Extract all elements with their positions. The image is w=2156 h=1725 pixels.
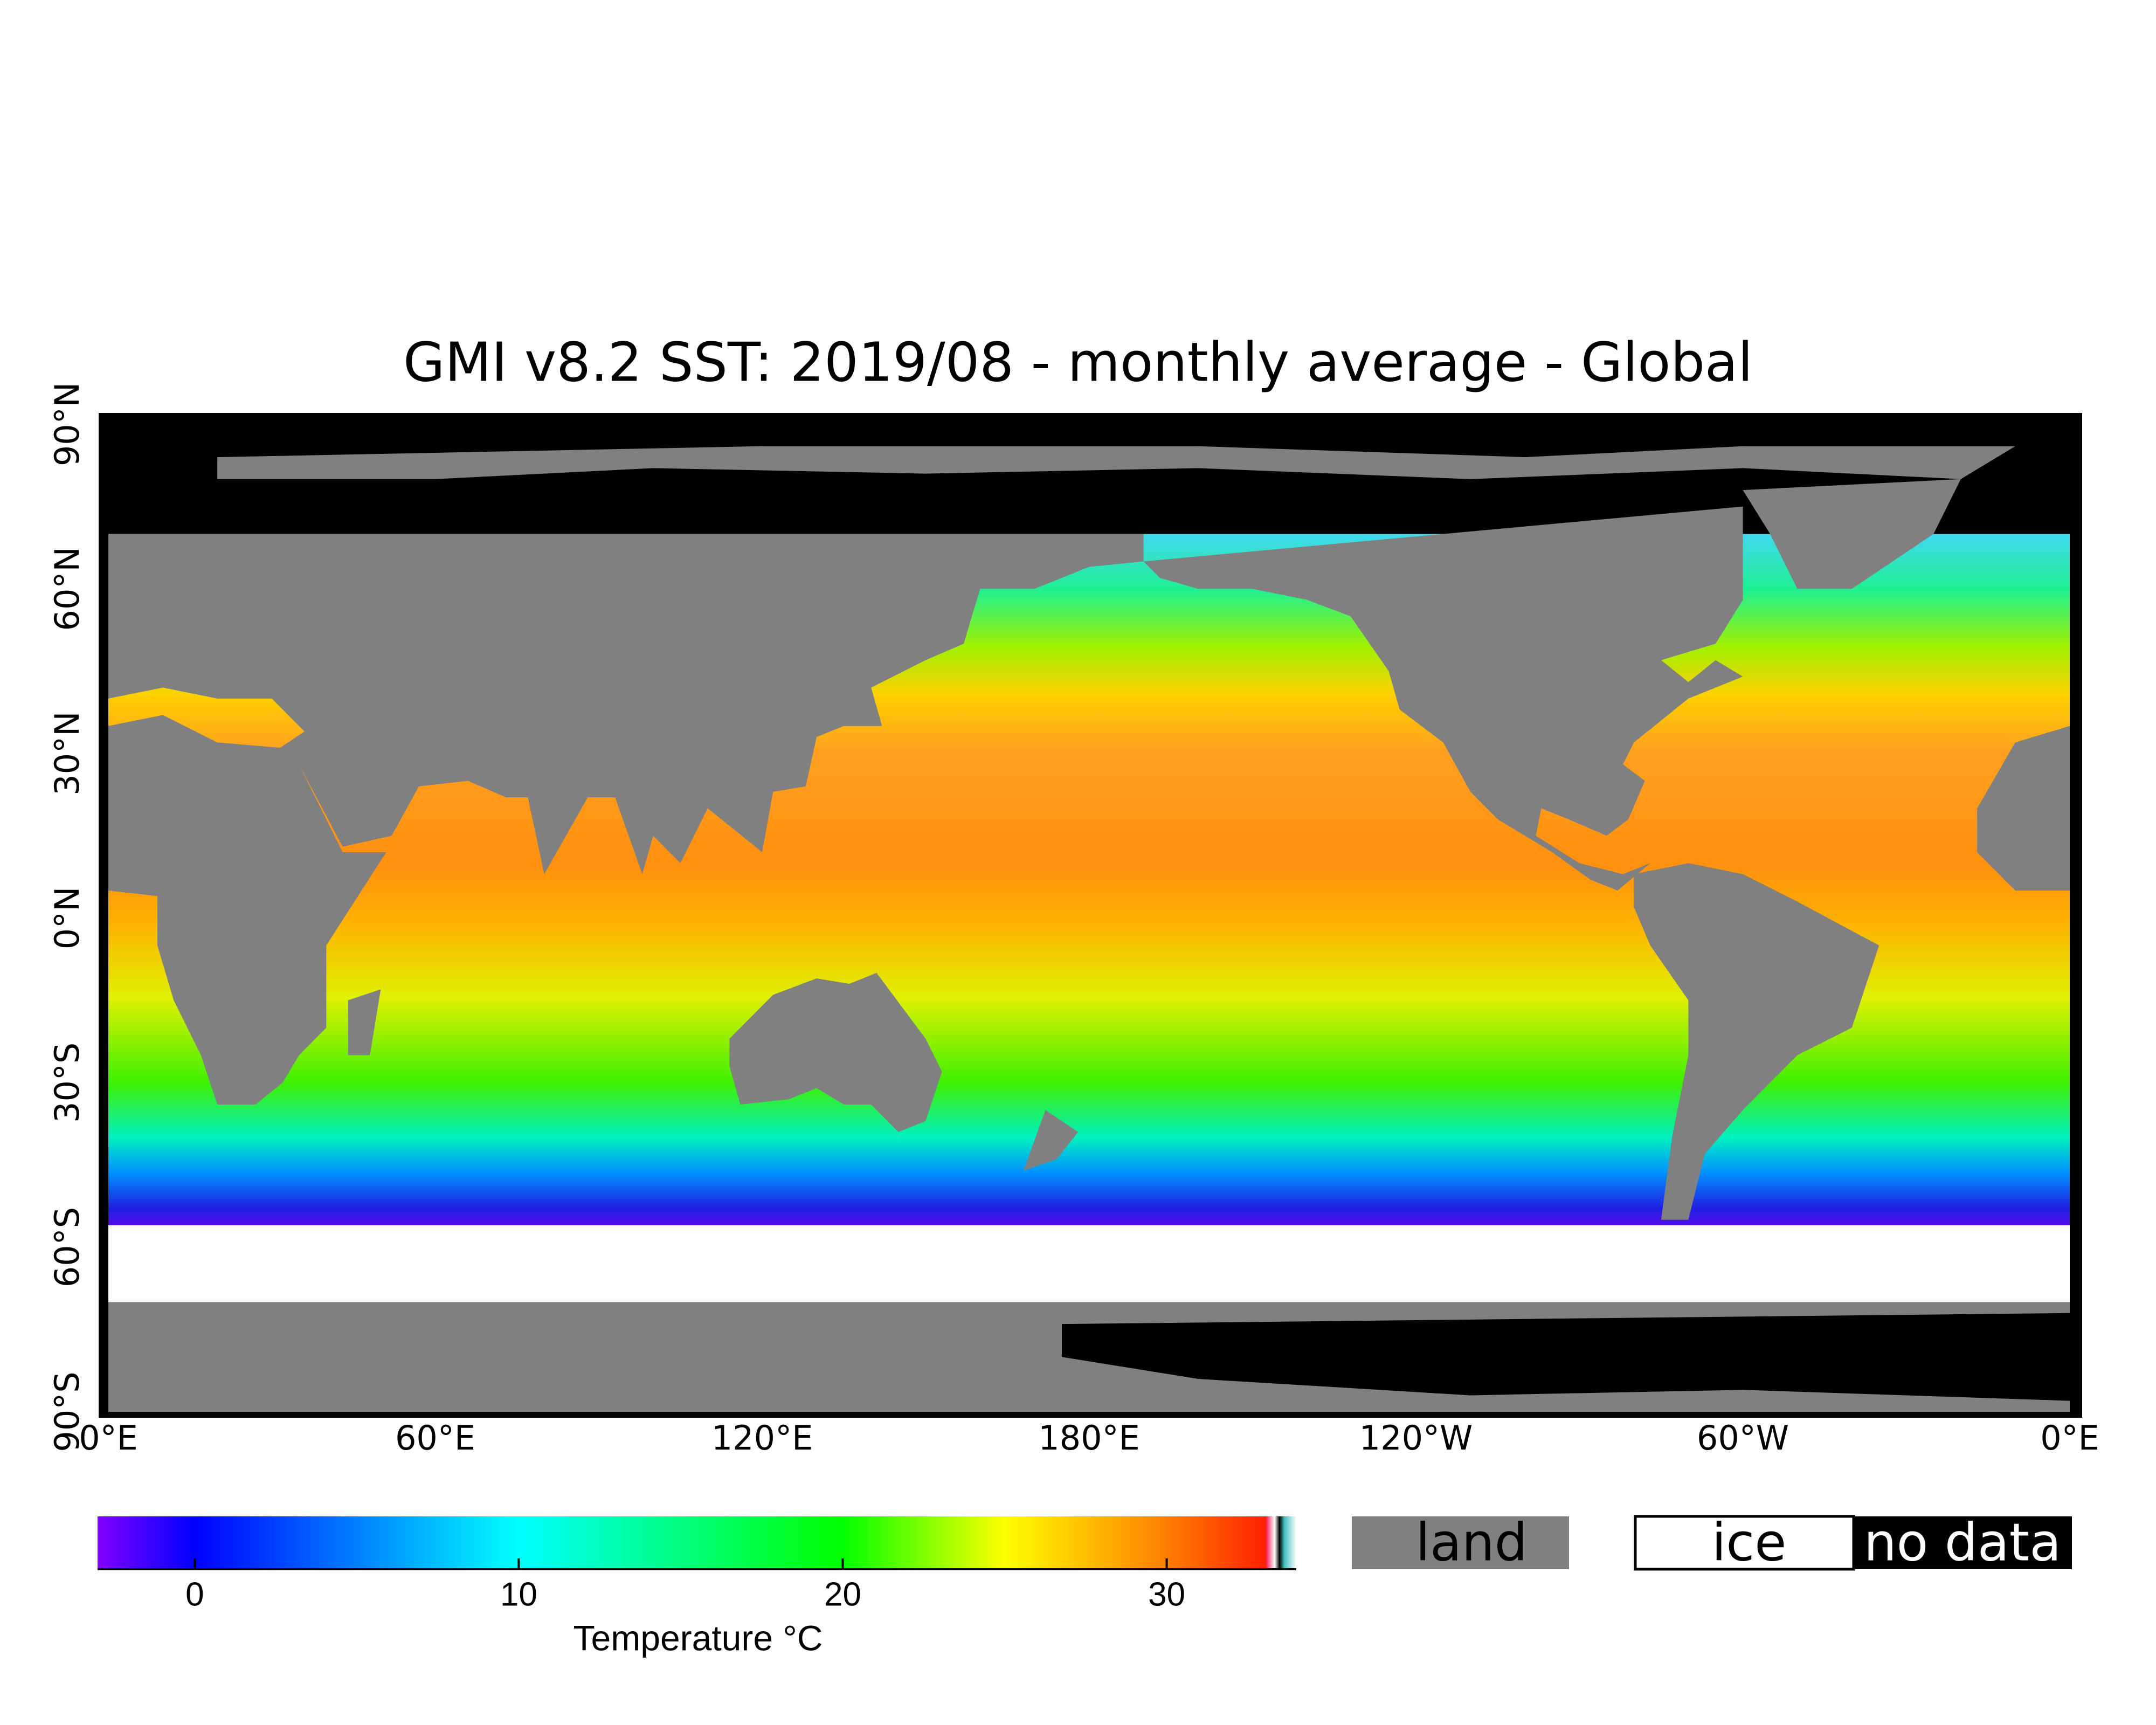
north-america bbox=[1143, 506, 1743, 891]
lat-label: 90°N bbox=[47, 382, 87, 466]
title: GMI v8.2 SST: 2019/08 - monthly average … bbox=[403, 330, 1753, 394]
lon-label: 180°E bbox=[1038, 1418, 1140, 1458]
land-key bbox=[1352, 1516, 1569, 1569]
land-label: land bbox=[1415, 1512, 1527, 1572]
lat-label: 90°S bbox=[47, 1371, 87, 1452]
map bbox=[108, 424, 2070, 1412]
lat-label: 30°N bbox=[47, 712, 87, 796]
arctic-land bbox=[217, 446, 2015, 479]
greenland bbox=[1743, 479, 1961, 589]
west-africa bbox=[1977, 726, 2070, 891]
sea-ice bbox=[108, 1225, 2070, 1308]
lon-label: 120°W bbox=[1359, 1418, 1473, 1458]
colorbar-tick-label: 0 bbox=[185, 1576, 204, 1613]
lon-label: 60°E bbox=[395, 1418, 475, 1458]
colorbar-tick-label: 10 bbox=[500, 1576, 537, 1613]
lat-label: 60°N bbox=[47, 547, 87, 631]
ice-key bbox=[1634, 1515, 1855, 1571]
no-data-key bbox=[1854, 1516, 2072, 1569]
colorbar bbox=[98, 1516, 1296, 1569]
no-data-south bbox=[1061, 1313, 2070, 1401]
colorbar-tick-label: 30 bbox=[1148, 1576, 1185, 1613]
south-america bbox=[1634, 863, 1879, 1220]
africa bbox=[108, 715, 386, 1105]
no-data-label: no data bbox=[1864, 1512, 2061, 1572]
lon-label: 0°E bbox=[79, 1418, 138, 1458]
madagascar bbox=[348, 989, 381, 1055]
lon-label: 120°E bbox=[711, 1418, 813, 1458]
colorbar-tick-label: 20 bbox=[824, 1576, 861, 1613]
new-zealand bbox=[1024, 1110, 1079, 1171]
australia bbox=[729, 972, 942, 1132]
lat-label: 60°S bbox=[47, 1207, 87, 1287]
eurasia bbox=[108, 534, 1144, 874]
lat-label: 30°S bbox=[47, 1043, 87, 1123]
ice-label: ice bbox=[1712, 1512, 1787, 1572]
lon-label: 60°W bbox=[1697, 1418, 1789, 1458]
lat-label: 0°N bbox=[47, 887, 87, 950]
lon-label: 0°E bbox=[2040, 1418, 2099, 1458]
colorbar-label: Temperature °C bbox=[573, 1618, 823, 1658]
